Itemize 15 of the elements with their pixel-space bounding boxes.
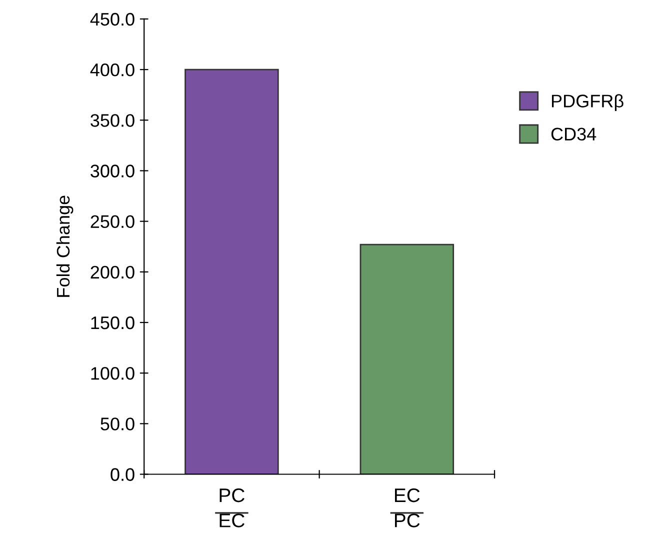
y-tick-label: 350.0 — [90, 114, 134, 127]
y-tick-label: 250.0 — [90, 215, 134, 228]
x-tick-label: PC EC — [220, 488, 244, 528]
y-tick-label: 100.0 — [91, 367, 134, 380]
legend-label: CD34 — [551, 128, 596, 141]
x-tick-label: EC PC — [395, 488, 420, 528]
y-tick-label: 300.0 — [90, 164, 134, 178]
y-tick-label: 400.0 — [90, 63, 134, 76]
y-tick-label: 0.0 — [110, 468, 134, 481]
y-tick-label: 450.0 — [90, 12, 134, 26]
legend-label: PDGFRβ — [552, 94, 624, 112]
y-tick-label: 150.0 — [91, 316, 134, 330]
y-axis-title: Fold Change — [56, 196, 74, 297]
y-tick-label: 50.0 — [100, 418, 134, 430]
y-tick-label: 200.0 — [90, 266, 134, 279]
